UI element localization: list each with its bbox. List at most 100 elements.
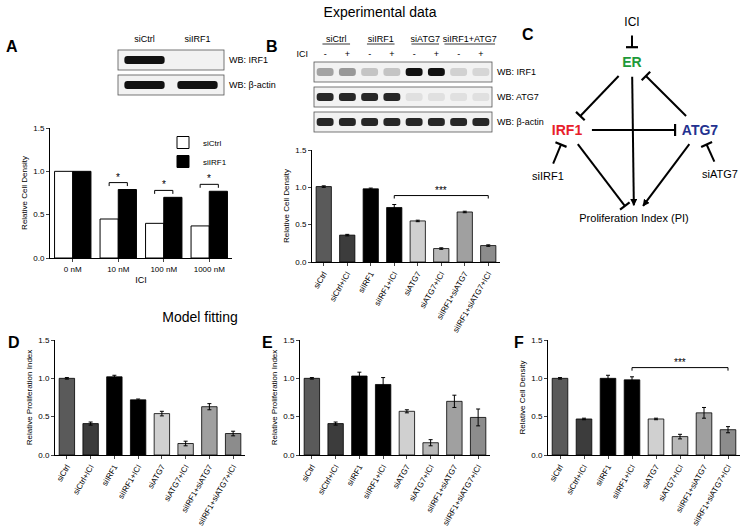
svg-text:Proliferation Index (PI): Proliferation Index (PI) xyxy=(579,212,688,224)
svg-text:siCtrl: siCtrl xyxy=(55,463,72,483)
svg-text:WB: β-actin: WB: β-actin xyxy=(229,80,276,90)
svg-text:siIRF1+siATG7: siIRF1+siATG7 xyxy=(425,463,460,515)
svg-text:1.0: 1.0 xyxy=(38,374,50,383)
svg-text:siIRF1+siATG7+ICI: siIRF1+siATG7+ICI xyxy=(691,463,733,527)
svg-text:siIRF1: siIRF1 xyxy=(594,463,614,488)
svg-text:1.5: 1.5 xyxy=(295,146,307,155)
svg-text:*: * xyxy=(207,173,211,184)
svg-text:siIRF1: siIRF1 xyxy=(100,463,120,488)
svg-text:0.0: 0.0 xyxy=(33,254,45,263)
svg-text:-: - xyxy=(324,49,327,59)
svg-text:siCtrl: siCtrl xyxy=(134,34,155,44)
svg-text:siATG7+ICI: siATG7+ICI xyxy=(163,463,191,503)
svg-text:0.5: 0.5 xyxy=(283,412,295,421)
svg-text:10 nM: 10 nM xyxy=(107,265,130,274)
svg-text:siATG7: siATG7 xyxy=(640,463,661,491)
svg-text:siIRF1: siIRF1 xyxy=(357,270,377,295)
svg-text:siATG7: siATG7 xyxy=(146,463,167,491)
svg-text:0.0: 0.0 xyxy=(295,258,307,267)
svg-text:1.0: 1.0 xyxy=(33,167,45,176)
svg-text:siATG7: siATG7 xyxy=(702,168,738,180)
svg-text:+: + xyxy=(478,49,483,59)
svg-text:siCtrl+ICI: siCtrl+ICI xyxy=(316,463,340,496)
svg-text:siATG7+ICI: siATG7+ICI xyxy=(408,463,436,503)
svg-text:-: - xyxy=(413,49,416,59)
svg-text:D: D xyxy=(8,334,20,351)
svg-text:1.0: 1.0 xyxy=(531,374,543,383)
svg-text:F: F xyxy=(514,334,524,351)
svg-text:siIRF1+ICI: siIRF1+ICI xyxy=(117,463,144,500)
svg-text:siATG7: siATG7 xyxy=(402,270,423,298)
svg-text:siIRF1+ICI: siIRF1+ICI xyxy=(610,463,637,500)
svg-text:siIRF1+siATG7+ICI: siIRF1+siATG7+ICI xyxy=(196,463,238,527)
svg-text:siCtrl+ICI: siCtrl+ICI xyxy=(565,463,589,496)
svg-text:+: + xyxy=(345,49,350,59)
svg-text:siIRF1+ICI: siIRF1+ICI xyxy=(373,270,400,307)
svg-text:siATG7+ICI: siATG7+ICI xyxy=(657,463,685,503)
svg-text:siIRF1+ICI: siIRF1+ICI xyxy=(362,463,389,500)
svg-text:B: B xyxy=(266,38,278,55)
svg-text:*: * xyxy=(116,172,120,183)
svg-text:ER: ER xyxy=(622,54,641,70)
svg-text:siIRF1: siIRF1 xyxy=(184,34,210,44)
svg-text:siIRF1: siIRF1 xyxy=(368,34,394,44)
svg-text:siIRF1: siIRF1 xyxy=(532,170,564,182)
svg-text:Relative Proliferation Index: Relative Proliferation Index xyxy=(270,350,279,446)
svg-text:1.5: 1.5 xyxy=(38,336,50,345)
svg-text:Relative Cell Density: Relative Cell Density xyxy=(282,169,291,243)
svg-text:+: + xyxy=(434,49,439,59)
svg-text:siCtrl: siCtrl xyxy=(312,270,329,290)
svg-text:siIRF1: siIRF1 xyxy=(203,158,227,167)
svg-text:100 nM: 100 nM xyxy=(150,265,177,274)
svg-text:ICI: ICI xyxy=(135,275,147,285)
svg-text:0.0: 0.0 xyxy=(38,451,50,460)
svg-text:siATG7: siATG7 xyxy=(391,463,412,491)
svg-text:siIRF1+ATG7: siIRF1+ATG7 xyxy=(443,34,497,44)
svg-text:siIRF1+siATG7: siIRF1+siATG7 xyxy=(674,463,709,515)
svg-text:siIRF1: siIRF1 xyxy=(345,463,365,488)
svg-text:siATG7: siATG7 xyxy=(411,34,440,44)
svg-text:Model fitting: Model fitting xyxy=(162,309,237,325)
svg-text:siIRF1+siATG7+ICI: siIRF1+siATG7+ICI xyxy=(451,270,493,334)
svg-text:ICI: ICI xyxy=(296,49,308,59)
svg-text:siIRF1+siATG7: siIRF1+siATG7 xyxy=(435,270,470,322)
svg-text:siIRF1+siATG7: siIRF1+siATG7 xyxy=(180,463,215,515)
svg-text:Relative Cell Density: Relative Cell Density xyxy=(20,156,29,230)
svg-text:siATG7+ICI: siATG7+ICI xyxy=(418,270,446,310)
svg-text:IRF1: IRF1 xyxy=(552,122,583,138)
svg-text:siCtrl: siCtrl xyxy=(326,34,347,44)
svg-text:1.0: 1.0 xyxy=(295,183,307,192)
svg-text:1000 nM: 1000 nM xyxy=(194,265,225,274)
svg-text:+: + xyxy=(389,49,394,59)
svg-text:1.0: 1.0 xyxy=(283,374,295,383)
svg-text:siCtrl: siCtrl xyxy=(548,463,565,483)
svg-text:0.5: 0.5 xyxy=(33,210,45,219)
svg-text:1.5: 1.5 xyxy=(531,336,543,345)
svg-text:siIRF1+siATG7+ICI: siIRF1+siATG7+ICI xyxy=(441,463,483,527)
svg-text:*: * xyxy=(162,179,166,190)
svg-text:-: - xyxy=(368,49,371,59)
svg-text:E: E xyxy=(262,334,273,351)
svg-text:siCtrl+ICI: siCtrl+ICI xyxy=(71,463,95,496)
svg-text:***: *** xyxy=(674,357,686,368)
svg-text:1.5: 1.5 xyxy=(283,336,295,345)
svg-text:0.5: 0.5 xyxy=(295,220,307,229)
svg-text:1.5: 1.5 xyxy=(33,124,45,133)
svg-text:Relative Cell Density: Relative Cell Density xyxy=(518,361,527,435)
svg-text:0 nM: 0 nM xyxy=(64,265,82,274)
svg-text:0.0: 0.0 xyxy=(531,451,543,460)
svg-text:siCtrl: siCtrl xyxy=(203,139,221,148)
svg-text:siCtrl: siCtrl xyxy=(300,463,317,483)
svg-text:-: - xyxy=(457,49,460,59)
svg-text:0.5: 0.5 xyxy=(38,412,50,421)
svg-text:***: *** xyxy=(435,185,447,196)
svg-text:WB: β-actin: WB: β-actin xyxy=(497,117,544,127)
svg-text:Experimental data: Experimental data xyxy=(324,4,437,20)
svg-text:siCtrl+ICI: siCtrl+ICI xyxy=(328,270,352,303)
svg-text:ICI: ICI xyxy=(624,15,639,29)
svg-text:WB: IRF1: WB: IRF1 xyxy=(497,67,536,77)
svg-text:A: A xyxy=(6,38,18,55)
svg-text:0.5: 0.5 xyxy=(531,412,543,421)
svg-text:0.0: 0.0 xyxy=(283,451,295,460)
svg-text:Relative Proliferation Index: Relative Proliferation Index xyxy=(25,350,34,446)
